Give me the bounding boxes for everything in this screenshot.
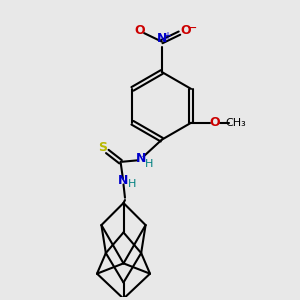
Text: O: O [209, 116, 220, 129]
Text: +: + [163, 31, 171, 41]
Text: −: − [187, 22, 197, 35]
Text: N: N [136, 152, 146, 165]
Text: H: H [145, 159, 154, 169]
Text: CH₃: CH₃ [225, 118, 246, 128]
Text: O: O [180, 24, 190, 37]
Text: H: H [128, 179, 136, 190]
Text: S: S [98, 141, 107, 154]
Text: N: N [118, 174, 129, 188]
Text: O: O [134, 24, 145, 37]
Text: N: N [157, 32, 167, 45]
